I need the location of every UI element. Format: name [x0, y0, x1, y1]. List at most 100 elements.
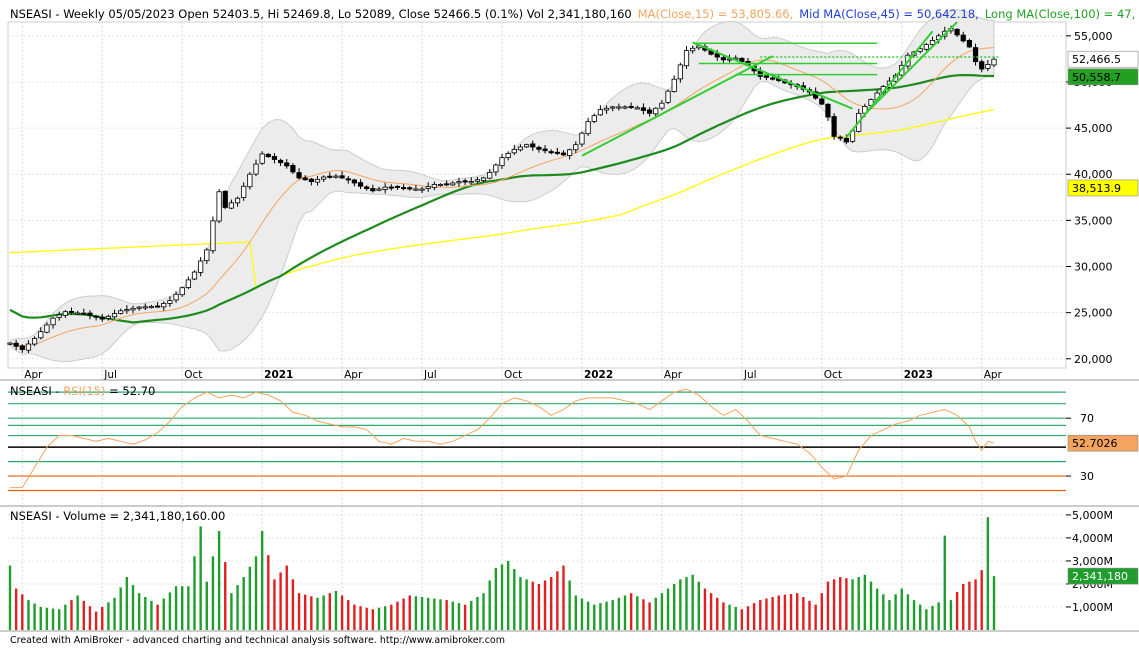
trend-lines: [581, 21, 958, 157]
volume-bar: [150, 600, 153, 630]
volume-bar: [187, 586, 190, 630]
volume-bar: [709, 593, 713, 630]
volume-bar: [33, 603, 36, 630]
candle-body: [536, 146, 542, 150]
volume-bar: [863, 574, 867, 630]
trend-line: [581, 55, 774, 157]
volume-axis-label: 1,000M: [1072, 601, 1113, 614]
candle-body: [763, 75, 770, 78]
volume-bar: [230, 593, 233, 630]
volume-bar: [39, 606, 42, 630]
candle-body: [382, 186, 388, 190]
candle-body: [136, 306, 142, 309]
volume-bar: [519, 577, 522, 630]
volume-bar: [654, 597, 657, 630]
candle-body: [671, 78, 677, 92]
candle-body: [277, 159, 284, 164]
candle-body: [616, 106, 622, 109]
volume-bar: [949, 600, 953, 630]
volume-bar: [906, 594, 910, 630]
candle-body: [173, 293, 179, 301]
candle-body: [517, 146, 524, 151]
volume-bar: [199, 526, 202, 630]
candle-body: [696, 45, 702, 49]
candle-body: [56, 314, 62, 318]
candle-body: [511, 148, 517, 154]
volume-bar: [882, 594, 885, 630]
candle-body: [265, 153, 271, 158]
candle-body: [831, 116, 837, 137]
candle-body: [548, 151, 554, 154]
price-value-tag-label: 50,558.7: [1072, 71, 1121, 84]
candle-body: [179, 287, 185, 296]
candle-body: [505, 153, 511, 159]
candle-body: [161, 303, 167, 308]
price-axis-label: 55,000: [1074, 30, 1113, 43]
candle-body: [714, 53, 720, 58]
candle-body: [425, 186, 431, 189]
price-panel-frame: [7, 21, 1067, 369]
candle-body: [843, 137, 850, 143]
candle-body: [210, 220, 216, 252]
volume-bar: [802, 597, 805, 630]
price-panel: 20,00025,00030,00035,00040,00045,00050,0…: [7, 7, 1139, 630]
candle-body: [130, 307, 136, 311]
volume-bar: [248, 566, 252, 630]
volume-bar: [297, 593, 301, 630]
candle-body: [499, 157, 505, 167]
candle-body: [530, 143, 536, 148]
price-title-ma100: Long MA(Close,100) = 47,: [985, 7, 1135, 21]
candle-body: [628, 105, 634, 108]
candle-body: [87, 312, 93, 316]
price-axis-label: 40,000: [1074, 168, 1113, 181]
volume-axis-label: 5,000M: [1072, 509, 1113, 522]
volume-bar: [660, 593, 664, 630]
price-axis: 20,00025,00030,00035,00040,00045,00050,0…: [1066, 30, 1113, 366]
volume-bar: [617, 597, 621, 630]
volume-bar: [51, 608, 55, 630]
candle-body: [284, 162, 290, 167]
candle-body: [234, 197, 241, 204]
volume-axis-label: 4,000M: [1072, 532, 1113, 545]
candle-body: [124, 309, 130, 312]
time-axis-label: Jul: [743, 369, 757, 381]
rsi-panel: 30 70 52.7026 NSEASI - RSI(15) = 52.70: [0, 379, 1139, 492]
volume-bar: [334, 590, 338, 630]
candle-body: [111, 313, 118, 318]
volume-bar: [556, 571, 559, 630]
candle-body: [345, 178, 351, 181]
candle-body: [972, 47, 979, 63]
volume-bar: [144, 597, 147, 630]
candle-body: [99, 316, 105, 320]
volume-bar: [181, 586, 184, 630]
volume-bar: [986, 517, 990, 630]
candle-body: [25, 343, 32, 351]
price-title-ma45: Mid MA(Close,45) = 50,642.18,: [799, 7, 979, 21]
volume-bar: [359, 606, 362, 630]
volume-bar: [752, 603, 756, 630]
volume-bar: [955, 592, 959, 630]
volume-bar: [260, 531, 264, 630]
time-axis-label: 2022: [584, 369, 613, 381]
volume-bar: [168, 592, 172, 630]
price-grid: [8, 35, 1066, 360]
candle-body: [825, 103, 831, 118]
volume-bar: [457, 603, 461, 630]
volume-bar: [666, 588, 670, 630]
candle-body: [567, 149, 573, 156]
rsi-levels: [8, 391, 1066, 492]
volume-bar: [642, 599, 645, 630]
volume-bar: [851, 579, 854, 630]
volume-bar: [500, 564, 504, 630]
volume-bar: [814, 604, 817, 630]
volume-bar: [285, 565, 288, 630]
rsi-value-tag-box: [1067, 434, 1139, 452]
volume-bar: [58, 609, 61, 630]
volume-value-tag-label: 2,341,180: [1072, 570, 1128, 583]
candle-body: [591, 115, 597, 122]
volume-bar: [703, 588, 707, 630]
candle-body: [585, 121, 591, 135]
price-title-text: NSEASI - Weekly 05/05/2023 Open 52403.5,…: [10, 7, 632, 21]
volume-bar: [679, 579, 682, 630]
